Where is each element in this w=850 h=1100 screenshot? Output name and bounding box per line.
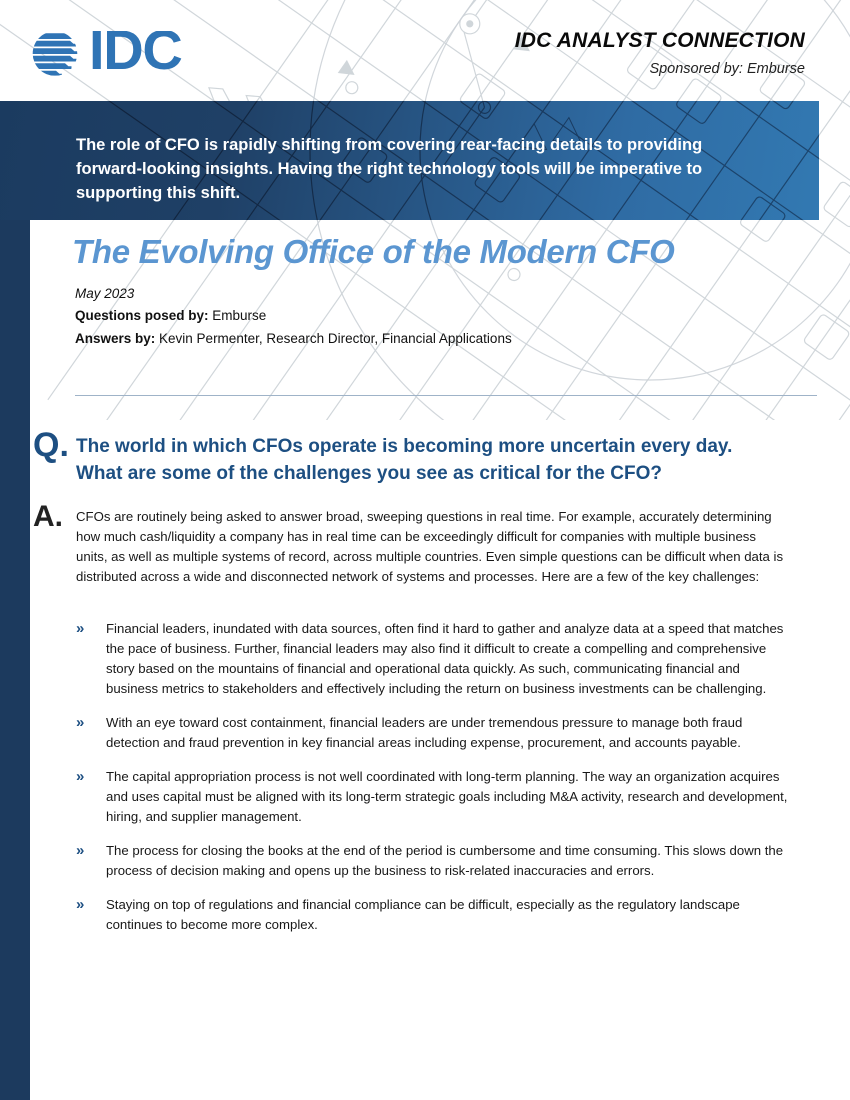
- svg-text:IDC: IDC: [89, 31, 182, 76]
